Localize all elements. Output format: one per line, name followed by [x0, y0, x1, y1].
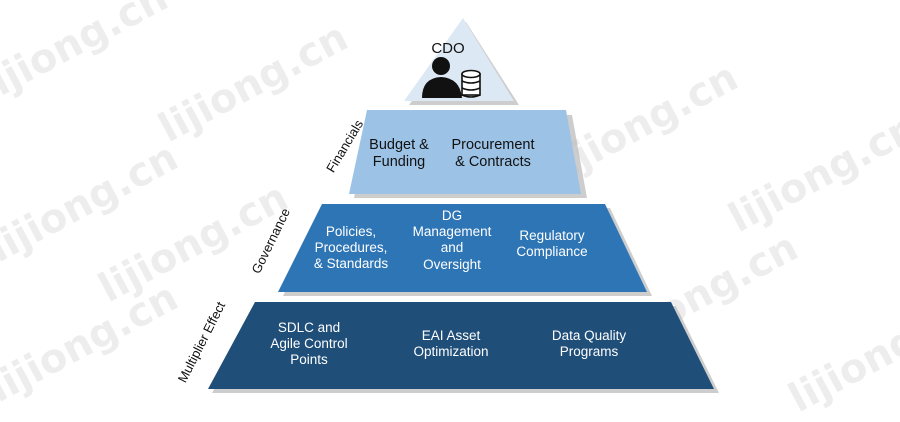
multiplier-sdlc: SDLC and Agile Control Points — [270, 320, 348, 368]
financials-procurement-contracts: Procurement & Contracts — [451, 137, 535, 171]
tier-multiplier — [208, 302, 714, 389]
governance-regulatory: Regulatory Compliance — [516, 228, 588, 260]
multiplier-eai: EAI Asset Optimization — [413, 328, 489, 360]
tier-financials — [349, 110, 581, 194]
governance-dg-management: DG Management and Oversight — [412, 208, 492, 272]
tier-governance — [278, 204, 647, 292]
governance-policies: Policies, Procedures, & Standards — [313, 224, 389, 272]
top-title: CDO — [431, 40, 465, 57]
person-with-database-icon — [422, 57, 481, 98]
financials-budget-funding: Budget & Funding — [369, 137, 429, 171]
pyramid-shapes — [208, 18, 719, 393]
multiplier-data-quality: Data Quality Programs — [551, 328, 627, 360]
